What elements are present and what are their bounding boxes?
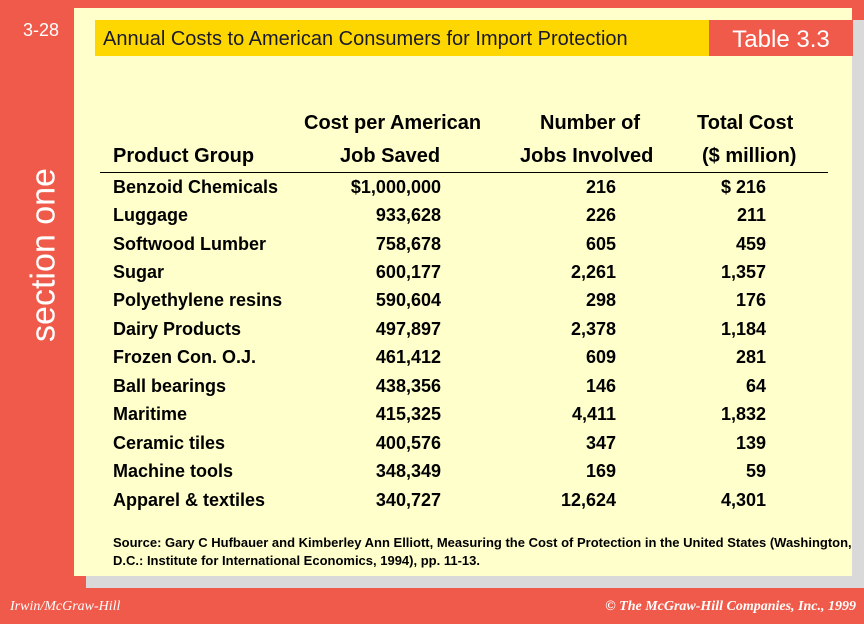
cell-total: 1,184 [720,319,766,339]
cell-product: Dairy Products [113,319,242,339]
cell-cost: 348,349 [375,461,441,481]
cell-product: Softwood Lumber [113,234,266,254]
cell-total: 459 [735,234,766,254]
cell-cost: 933,628 [375,205,441,225]
table-row: Sugar 600,177 2,261 1,357 [0,262,864,290]
col-header-total-line2: ($ million) [702,145,797,167]
cell-jobs: 12,624 [560,490,616,510]
cell-product: Ceramic tiles [113,433,226,453]
header-rule [100,172,828,173]
cell-jobs: 298 [585,290,616,310]
cell-total: 1,357 [720,262,766,282]
cell-total: 1,832 [720,404,766,424]
table-row: Benzoid Chemicals $1,000,000 216 $ 216 [0,177,864,205]
table-row: Machine tools 348,349 169 59 [0,461,864,489]
cell-product: Polyethylene resins [113,290,283,310]
cell-total: 211 [736,205,766,225]
slide-title: Annual Costs to American Consumers for I… [95,20,709,56]
col-header-jobs-line1: Number of [540,112,640,134]
slide-number: 3-28 [22,20,60,40]
cell-jobs: 226 [585,205,616,225]
cell-total: 281 [735,347,766,367]
cell-cost: 590,604 [375,290,441,310]
cell-cost: 497,897 [375,319,441,339]
footer-copyright: © The McGraw-Hill Companies, Inc., 1999 [605,599,856,614]
col-header-jobs-line2: Jobs Involved [520,145,654,167]
cell-jobs: 2,261 [570,262,616,282]
table-row: Frozen Con. O.J. 461,412 609 281 [0,347,864,375]
table-row: Softwood Lumber 758,678 605 459 [0,234,864,262]
cell-product: Apparel & textiles [113,490,266,510]
cell-cost: $1,000,000 [350,177,441,197]
table-row: Maritime 415,325 4,411 1,832 [0,404,864,432]
cell-product: Luggage [113,205,188,225]
cell-cost: 415,325 [375,404,441,424]
cell-jobs: 216 [585,177,616,197]
cell-jobs: 605 [585,234,616,254]
cell-cost: 340,727 [375,490,441,510]
cell-product: Benzoid Chemicals [113,177,279,197]
cell-total: $ 216 [720,177,766,197]
cell-cost: 400,576 [375,433,441,453]
cell-cost: 758,678 [375,234,441,254]
table-row: Dairy Products 497,897 2,378 1,184 [0,319,864,347]
cell-cost: 461,412 [375,347,441,367]
cell-total: 64 [745,376,766,396]
cell-jobs: 2,378 [570,319,616,339]
table-row: Luggage 933,628 226 211 [0,205,864,233]
cell-jobs: 347 [585,433,616,453]
cell-jobs: 4,411 [571,404,616,424]
cell-product: Frozen Con. O.J. [113,347,257,367]
cell-jobs: 146 [585,376,616,396]
cell-product: Machine tools [113,461,234,481]
col-header-cost-line1: Cost per American [304,112,482,134]
cell-jobs: 609 [585,347,616,367]
col-header-cost-line2: Job Saved [340,145,441,167]
cell-product: Ball bearings [113,376,227,396]
table-row: Apparel & textiles 340,727 12,624 4,301 [0,490,864,518]
cell-product: Maritime [113,404,188,424]
source-note: Source: Gary C Hufbauer and Kimberley An… [113,535,852,568]
cell-total: 176 [735,290,766,310]
col-header-product: Product Group [113,145,255,167]
col-header-total-line1: Total Cost [697,112,794,134]
cell-cost: 438,356 [375,376,441,396]
cell-total: 139 [735,433,766,453]
table-label: Table 3.3 [709,20,853,56]
cell-jobs: 169 [585,461,616,481]
table-row: Polyethylene resins 590,604 298 176 [0,290,864,318]
cell-product: Sugar [113,262,165,282]
cell-cost: 600,177 [375,262,441,282]
cell-total: 4,301 [720,490,766,510]
table-row: Ceramic tiles 400,576 347 139 [0,433,864,461]
cell-total: 59 [745,461,766,481]
content-panel [74,8,852,576]
table-row: Ball bearings 438,356 146 64 [0,376,864,404]
footer-publisher: Irwin/McGraw-Hill [10,599,121,614]
